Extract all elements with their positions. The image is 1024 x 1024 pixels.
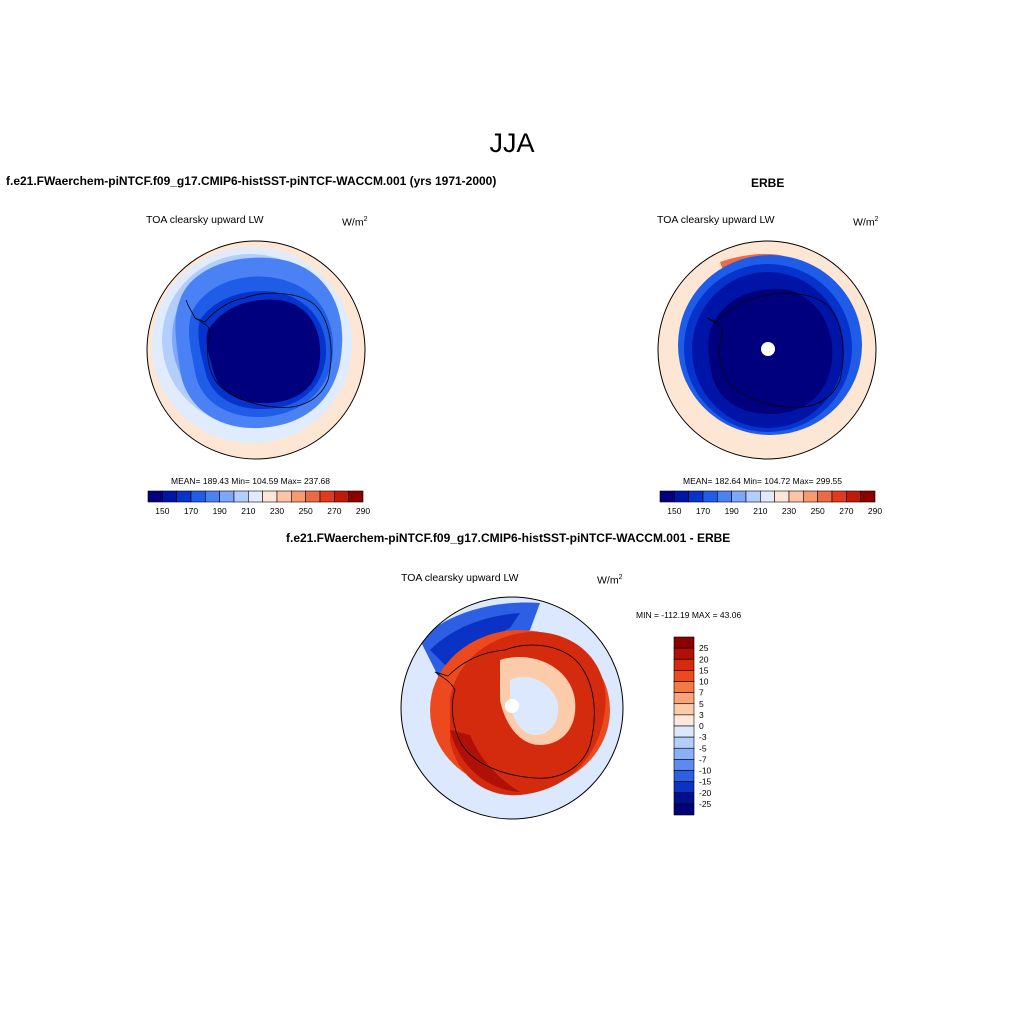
panel-obs-colorbar-swatch [674, 490, 689, 503]
panel-diff-colorbar-tick-label: 7 [699, 688, 704, 698]
panel-model-colorbar-swatch [305, 490, 321, 503]
panel-obs-colorbar: 150 170 190 210 230 250 270 290 [659, 490, 882, 516]
panel-obs-colorbar-swatch [817, 490, 833, 503]
panel-diff-colorbar-tick-label: 15 [699, 665, 709, 675]
panel-model-colorbar-tick-label: 210 [241, 506, 255, 516]
panel-model-colorbar-swatch [190, 490, 206, 503]
panel-obs-colorbar-swatch [702, 490, 718, 503]
panel-model-colorbar-swatch [147, 490, 163, 503]
panel-diff-colorbar-swatch [673, 636, 695, 649]
panel-model-colorbar-swatch [319, 490, 335, 503]
panel-obs-colorbar-swatch [774, 490, 790, 503]
panel-model-colorbar-swatch [291, 490, 306, 503]
panel-diff-colorbar-tick-label: -3 [699, 732, 707, 742]
figure-title: JJA [489, 128, 535, 158]
panel-diff-colorbar-swatch [673, 670, 695, 682]
panel-diff-colorbar-swatch [673, 770, 695, 782]
panel-model-colorbar-swatch [334, 490, 349, 503]
panel-diff-colorbar-swatch [673, 692, 695, 705]
panel-diff-colorbar-swatch [673, 792, 695, 805]
panel-model-map [146, 240, 366, 460]
panel-model-colorbar-swatch [205, 490, 220, 503]
panel-model-colorbar-tick-label: 290 [356, 506, 370, 516]
panel-obs-colorbar-swatch [659, 490, 675, 503]
panel-diff-colorbar-tick-label: 0 [699, 721, 704, 731]
panel-diff-colorbar-tick-label: 5 [699, 699, 704, 709]
panel-obs-title: ERBE [751, 176, 785, 190]
panel-model-colorbar-tick-label: 170 [184, 506, 198, 516]
panel-diff-colorbar-swatch [673, 681, 695, 693]
panel-diff-colorbar-tick-label: -5 [699, 743, 707, 753]
panel-model-colorbar-swatch [262, 490, 278, 503]
panel-obs-colorbar-tick-label: 210 [753, 506, 767, 516]
panel-model-colorbar-swatch [176, 490, 192, 503]
panel-diff-colorbar-swatch [673, 714, 695, 727]
panel-obs-colorbar-swatch [846, 490, 861, 503]
panel-diff-colorbar-swatch [673, 736, 695, 749]
panel-model-colorbar: 150 170 190 210 230 250 270 290 [147, 490, 370, 516]
panel-diff-colorbar-tick-label: -25 [699, 799, 712, 809]
panel-obs-colorbar-tick-label: 230 [782, 506, 796, 516]
panel-obs-map [657, 240, 877, 460]
panel-model-colorbar-tick-label: 270 [327, 506, 341, 516]
panel-obs-colorbar-swatch [803, 490, 818, 503]
panel-obs-stats: MEAN= 182.64 Min= 104.72 Max= 299.55 [683, 476, 843, 486]
panel-model-colorbar-swatch [248, 490, 263, 503]
panel-diff-colorbar-tick-label: -15 [699, 777, 712, 787]
panel-diff-colorbar-tick-label: -10 [699, 766, 712, 776]
panel-model-colorbar-swatch [276, 490, 292, 503]
panel-model-units: W/m2 [342, 216, 368, 229]
panel-obs-colorbar-swatch [860, 490, 876, 503]
panel-diff-colorbar-tick-label: 3 [699, 710, 704, 720]
panel-model-colorbar-tick-label: 250 [299, 506, 313, 516]
panel-obs-colorbar-swatch [717, 490, 732, 503]
panel-obs-units: W/m2 [853, 216, 879, 229]
panel-obs-colorbar-tick-label: 190 [725, 506, 739, 516]
panel-obs-colorbar-tick-label: 270 [839, 506, 853, 516]
panel-obs-colorbar-swatch [760, 490, 775, 503]
panel-diff-colorbar-swatch [673, 725, 695, 738]
panel-obs-colorbar-swatch [688, 490, 704, 503]
panel-obs-colorbar-tick-label: 250 [811, 506, 825, 516]
panel-model-colorbar-swatch [348, 490, 364, 503]
panel-diff-units: W/m2 [597, 574, 623, 587]
panel-diff-colorbar-swatch [673, 703, 695, 716]
panel-model-colorbar-swatch [162, 490, 177, 503]
panel-obs-colorbar-tick-label: 170 [696, 506, 710, 516]
panel-obs-colorbar-tick-label: 290 [868, 506, 882, 516]
panel-model-colorbar-swatch [233, 490, 249, 503]
panel-model-colorbar-swatch [219, 490, 235, 503]
panel-diff-colorbar-swatch [673, 759, 695, 771]
panel-obs-colorbar-swatch [731, 490, 747, 503]
panel-diff-title: f.e21.FWaerchem-piNTCF.f09_g17.CMIP6-his… [286, 531, 731, 545]
panel-model-stats: MEAN= 189.43 Min= 104.59 Max= 237.68 [171, 476, 331, 486]
panel-obs-colorbar-swatch [745, 490, 761, 503]
panel-diff-map [400, 596, 624, 820]
panel-model-colorbar-tick-label: 190 [213, 506, 227, 516]
panel-model-colorbar-tick-label: 150 [155, 506, 169, 516]
panel-diff-stats: MIN = -112.19 MAX = 43.06 [636, 610, 742, 620]
panel-model-title: f.e21.FWaerchem-piNTCF.f09_g17.CMIP6-his… [6, 174, 497, 188]
panel-diff-colorbar-tick-label: 10 [699, 677, 709, 687]
panel-diff-colorbar-tick-label: 25 [699, 643, 709, 653]
panel-obs-colorbar-swatch [831, 490, 847, 503]
panel-obs-colorbar-swatch [788, 490, 804, 503]
panel-diff-variable: TOA clearsky upward LW [401, 572, 519, 584]
panel-diff-colorbar-swatch [673, 647, 695, 660]
panel-diff-colorbar-swatch [673, 803, 695, 816]
panel-diff-colorbar-swatch [673, 747, 695, 760]
panel-diff-colorbar-swatch [673, 658, 695, 671]
panel-obs-colorbar-tick-label: 150 [667, 506, 681, 516]
panel-diff-colorbar-tick-label: 20 [699, 654, 709, 664]
panel-diff-colorbar-tick-label: -20 [699, 788, 712, 798]
panel-diff-colorbar-tick-label: -7 [699, 754, 707, 764]
panel-obs-variable: TOA clearsky upward LW [657, 214, 775, 226]
panel-diff-colorbar-swatch [673, 781, 695, 794]
panel-model-colorbar-tick-label: 230 [270, 506, 284, 516]
panel-model-variable: TOA clearsky upward LW [146, 214, 264, 226]
